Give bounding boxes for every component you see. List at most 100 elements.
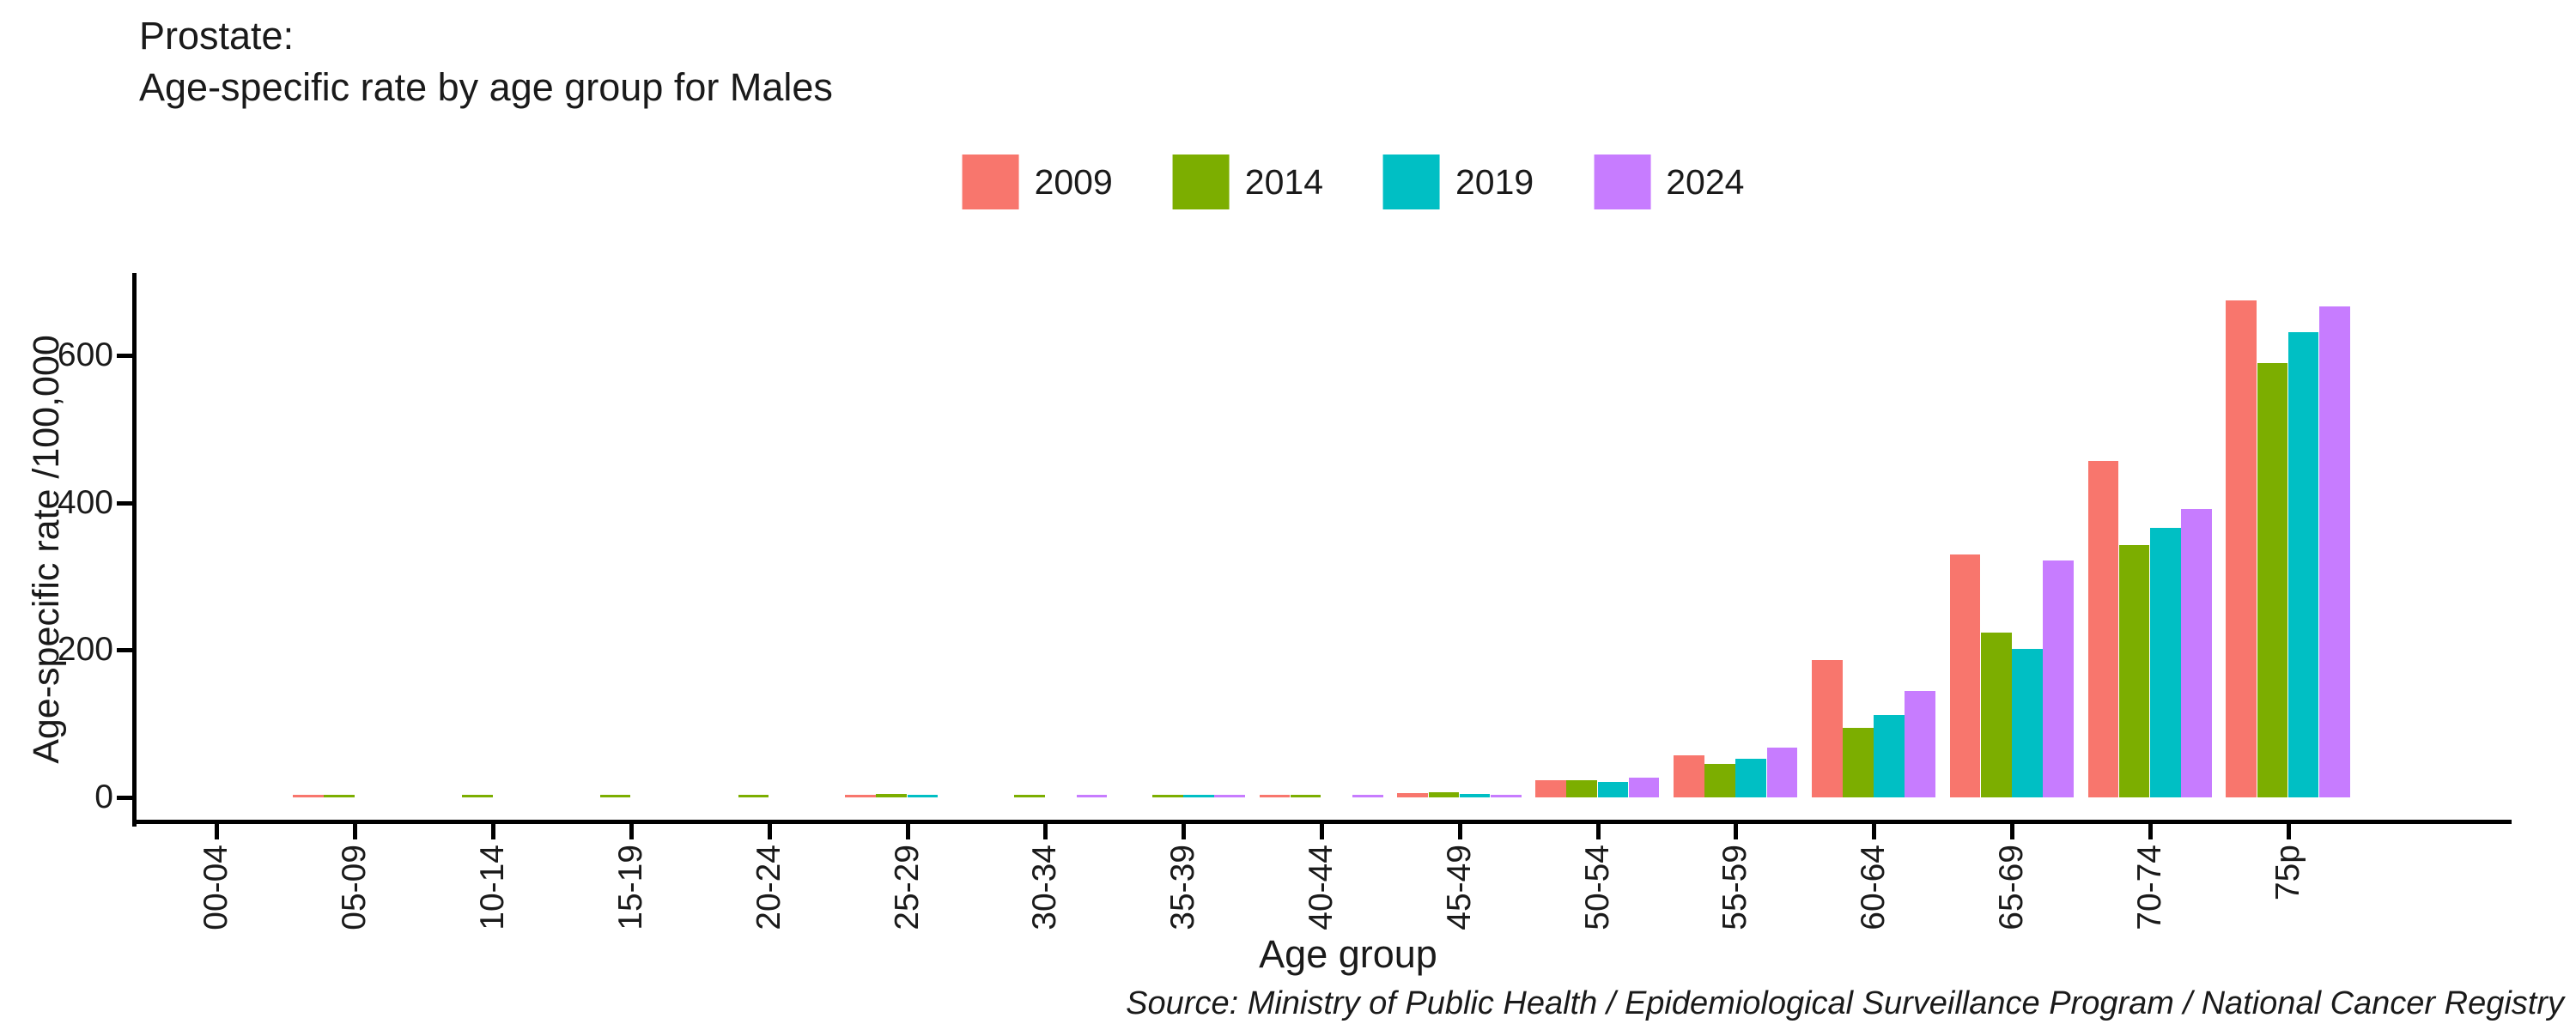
x-tick: [1595, 824, 1601, 839]
x-tick-label: 45-49: [1440, 845, 1478, 930]
x-tick: [1457, 824, 1462, 839]
x-tick-label: 35-39: [1164, 845, 1202, 930]
legend-item: 2009: [962, 154, 1113, 209]
legend-item: 2024: [1594, 154, 1744, 209]
bar-2009-25-29: [845, 795, 876, 797]
x-tick: [767, 824, 772, 839]
bar-2014-35-39: [1152, 795, 1183, 797]
bar-2009-45-49: [1397, 792, 1429, 797]
y-tick-label: 200: [57, 631, 113, 669]
bar-2024-55-59: [1766, 748, 1798, 797]
x-tick: [2148, 824, 2153, 839]
legend-swatch: [1594, 154, 1651, 209]
bar-2024-35-39: [1214, 795, 1246, 797]
x-tick-label: 10-14: [474, 845, 512, 930]
bar-2009-40-44: [1259, 795, 1291, 797]
bar-2019-75p: [2287, 332, 2319, 797]
bar-2019-45-49: [1459, 794, 1491, 797]
bar-2019-35-39: [1183, 795, 1214, 797]
x-tick: [1182, 824, 1187, 839]
bar-2014-60-64: [1843, 728, 1874, 797]
legend-swatch: [1172, 154, 1230, 209]
legend-swatch: [962, 154, 1019, 209]
bar-2009-05-09: [292, 795, 324, 797]
legend-item: 2019: [1383, 154, 1534, 209]
bar-2014-05-09: [324, 795, 355, 797]
x-tick-label: 25-29: [888, 845, 926, 930]
y-tick-label: 600: [57, 336, 113, 374]
bar-2024-45-49: [1490, 795, 1522, 797]
x-tick-label: 30-34: [1026, 845, 1064, 930]
y-tick-label: 0: [94, 779, 113, 815]
bar-2024-65-69: [2043, 560, 2074, 797]
bar-2019-70-74: [2149, 527, 2181, 797]
x-tick: [215, 824, 220, 839]
bar-2009-65-69: [1949, 554, 1981, 797]
x-tick: [905, 824, 910, 839]
x-tick-label: 00-04: [197, 845, 235, 930]
x-tick: [491, 824, 496, 839]
legend-label: 2019: [1455, 161, 1534, 202]
x-tick-label: 20-24: [750, 845, 787, 930]
x-tick: [1872, 824, 1877, 839]
bar-2024-50-54: [1628, 777, 1660, 797]
x-tick-label: 65-69: [1993, 845, 2031, 930]
x-tick-label: 75p: [2269, 845, 2306, 901]
legend-label: 2024: [1666, 161, 1745, 202]
chart-title-line1: Prostate:: [139, 14, 295, 58]
bar-2019-55-59: [1735, 758, 1767, 797]
x-tick-label: 15-19: [611, 845, 649, 930]
source-note: Source: Ministry of Public Health / Epid…: [1126, 985, 2564, 1021]
bar-2024-70-74: [2181, 509, 2212, 797]
x-tick-label: 60-64: [1855, 845, 1893, 930]
bar-2014-75p: [2257, 363, 2288, 797]
bar-2014-40-44: [1290, 794, 1321, 797]
y-axis-title: Age-specific rate /100,000: [26, 335, 67, 764]
x-tick: [2010, 824, 2015, 839]
y-axis-line: [132, 273, 137, 827]
x-tick-label: 55-59: [1716, 845, 1754, 930]
x-tick: [2286, 824, 2291, 839]
legend-item: 2014: [1172, 154, 1323, 209]
x-tick-label: 40-44: [1303, 845, 1340, 930]
plot-panel: [134, 273, 2509, 822]
y-tick: [117, 500, 132, 506]
bar-2014-50-54: [1566, 780, 1598, 797]
x-tick: [629, 824, 634, 839]
x-tick: [1734, 824, 1739, 839]
y-tick: [117, 354, 132, 359]
bar-2014-20-24: [738, 795, 769, 797]
x-tick-label: 05-09: [336, 845, 374, 930]
bar-2014-65-69: [1980, 632, 2012, 797]
y-tick-label: 400: [57, 483, 113, 521]
legend: 2009 2014 2019 2024: [962, 154, 1744, 209]
bar-2024-75p: [2318, 306, 2350, 797]
x-tick: [1043, 824, 1048, 839]
bar-2024-30-34: [1076, 795, 1108, 797]
legend-label: 2014: [1244, 161, 1323, 202]
bar-2009-75p: [2226, 300, 2257, 797]
bar-2019-25-29: [907, 795, 939, 797]
bar-2024-40-44: [1352, 795, 1383, 797]
bar-2014-70-74: [2118, 544, 2150, 797]
x-tick-label: 70-74: [2130, 845, 2168, 930]
x-tick-label: 50-54: [1578, 845, 1616, 930]
bar-2014-15-19: [599, 795, 631, 797]
bar-2024-60-64: [1905, 690, 1936, 797]
bar-2009-70-74: [2087, 460, 2119, 797]
legend-label: 2009: [1034, 161, 1113, 202]
bar-2014-25-29: [876, 794, 908, 797]
x-tick: [1320, 824, 1324, 839]
y-tick: [117, 796, 132, 800]
bar-2019-65-69: [2012, 648, 2043, 797]
bar-2014-30-34: [1014, 795, 1045, 797]
bar-2014-55-59: [1704, 764, 1735, 797]
chart-title: Prostate: Age-specific rate by age group…: [139, 10, 833, 113]
y-tick: [117, 648, 132, 653]
bar-2019-50-54: [1597, 781, 1629, 797]
bar-2009-55-59: [1674, 755, 1704, 797]
bar-2014-45-49: [1428, 791, 1460, 797]
bar-2009-60-64: [1811, 660, 1843, 797]
bar-2014-10-14: [461, 795, 493, 797]
